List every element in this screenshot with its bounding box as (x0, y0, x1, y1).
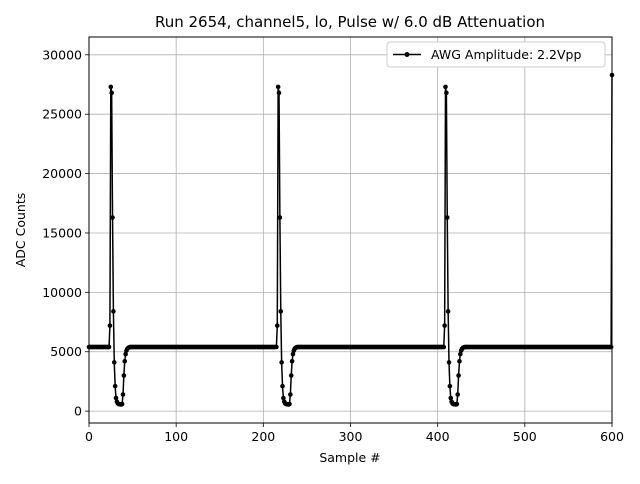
data-point (608, 344, 614, 350)
data-point (288, 392, 293, 397)
data-point (287, 401, 292, 407)
plot-area (86, 72, 615, 407)
legend: AWG Amplitude: 2.2Vpp (386, 41, 606, 68)
data-point (445, 309, 451, 314)
data-point (443, 84, 448, 90)
data-point (112, 383, 118, 389)
data-point (108, 84, 114, 90)
data-point (446, 360, 452, 365)
x-tick-label: 400 (426, 429, 450, 444)
data-point (455, 392, 461, 397)
data-point (107, 323, 113, 328)
y-tick-label: 20000 (42, 166, 82, 181)
legend-box (386, 41, 606, 68)
y-axis-label: ADC Counts (13, 193, 28, 268)
x-tick-label: 300 (339, 429, 363, 444)
data-point (275, 84, 281, 90)
data-point (109, 90, 114, 96)
x-tick-label: 0 (85, 429, 93, 444)
plot-frame (88, 36, 613, 424)
y-tick-label: 15000 (42, 225, 82, 240)
data-point (444, 90, 449, 96)
legend-label: AWG Amplitude: 2.2Vpp (431, 47, 581, 62)
data-point (290, 351, 296, 357)
data-point (447, 383, 453, 389)
data-point (106, 344, 112, 350)
data-point (278, 309, 284, 314)
data-point (111, 360, 117, 365)
data-point (274, 344, 279, 350)
x-tick-label: 500 (513, 429, 537, 444)
data-point (111, 309, 116, 314)
data-point (448, 395, 454, 401)
data-point (458, 351, 463, 357)
data-point (289, 358, 295, 364)
x-tick-label: 600 (600, 429, 624, 444)
chart-title: Run 2654, channel5, lo, Pulse w/ 6.0 dB … (155, 13, 545, 31)
data-point (110, 215, 115, 220)
data-point (274, 323, 280, 328)
legend-marker (404, 52, 410, 57)
data-point (288, 373, 294, 378)
x-axis-label: Sample # (319, 450, 380, 465)
x-tick-label: 100 (164, 429, 188, 444)
data-point (281, 395, 286, 401)
data-point (121, 373, 127, 378)
x-tick-label: 200 (251, 429, 275, 444)
axis-ticks: 0 100 200 300 400 500 600 0 5000 10000 15000 20000 2… (42, 47, 624, 444)
y-tick-label: 10000 (42, 285, 82, 300)
data-point (276, 90, 282, 96)
data-point (442, 323, 447, 328)
y-tick-label: 5000 (50, 344, 82, 359)
y-tick-label: 0 (74, 404, 82, 419)
y-tick-label: 25000 (42, 107, 82, 122)
data-point (119, 401, 125, 407)
data-point (122, 358, 128, 364)
data-point (113, 395, 119, 401)
data-point (456, 373, 461, 378)
y-tick-label: 30000 (42, 47, 82, 62)
data-point (444, 215, 450, 220)
data-point (279, 360, 284, 365)
data-point (120, 392, 126, 397)
data-point (441, 344, 447, 350)
data-point (454, 401, 460, 407)
data-point (280, 383, 285, 389)
data-point (123, 351, 128, 357)
data-point (277, 215, 283, 220)
data-point (457, 358, 462, 364)
